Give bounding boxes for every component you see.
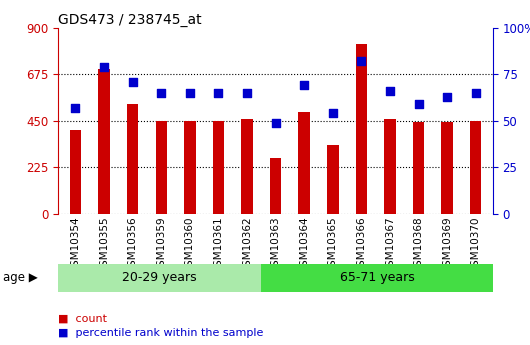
Text: GSM10360: GSM10360 <box>185 216 195 273</box>
Text: GSM10363: GSM10363 <box>271 216 280 273</box>
Text: GSM10367: GSM10367 <box>385 216 395 273</box>
Point <box>186 90 194 96</box>
Text: GSM10369: GSM10369 <box>442 216 452 273</box>
Bar <box>413 122 425 214</box>
Text: GSM10365: GSM10365 <box>328 216 338 273</box>
Point <box>357 58 366 64</box>
Point <box>214 90 223 96</box>
Bar <box>127 104 138 214</box>
Text: GSM10368: GSM10368 <box>413 216 423 273</box>
Text: GSM10366: GSM10366 <box>356 216 366 273</box>
Bar <box>356 44 367 214</box>
Bar <box>155 121 167 214</box>
Text: GSM10359: GSM10359 <box>156 216 166 273</box>
Bar <box>298 112 310 214</box>
Text: 65-71 years: 65-71 years <box>340 271 414 284</box>
Point <box>71 105 80 110</box>
Point <box>443 94 452 99</box>
Bar <box>70 130 81 214</box>
Bar <box>213 121 224 214</box>
Bar <box>99 69 110 214</box>
Text: GSM10362: GSM10362 <box>242 216 252 273</box>
Point <box>472 90 480 96</box>
Point <box>243 90 251 96</box>
Text: GDS473 / 238745_at: GDS473 / 238745_at <box>58 12 202 27</box>
Point <box>157 90 165 96</box>
Point <box>329 110 337 116</box>
Text: GSM10361: GSM10361 <box>214 216 224 273</box>
Bar <box>384 119 396 214</box>
Text: GSM10364: GSM10364 <box>299 216 309 273</box>
Bar <box>184 121 196 214</box>
Point <box>271 120 280 125</box>
Text: GSM10355: GSM10355 <box>99 216 109 273</box>
Text: 20-29 years: 20-29 years <box>122 271 197 284</box>
Bar <box>270 158 281 214</box>
Bar <box>58 264 261 292</box>
Text: ■  count: ■ count <box>58 314 107 324</box>
Point <box>386 88 394 94</box>
Bar <box>470 121 481 214</box>
Bar <box>441 122 453 214</box>
Text: GSM10356: GSM10356 <box>128 216 138 273</box>
Text: ■  percentile rank within the sample: ■ percentile rank within the sample <box>58 328 264 338</box>
Text: GSM10370: GSM10370 <box>471 216 481 273</box>
Point <box>128 79 137 85</box>
Bar <box>261 264 493 292</box>
Point <box>414 101 423 107</box>
Bar <box>241 119 253 214</box>
Point <box>300 82 308 88</box>
Point <box>100 64 108 69</box>
Text: GSM10354: GSM10354 <box>70 216 81 273</box>
Bar <box>327 145 339 214</box>
Text: age ▶: age ▶ <box>3 271 38 284</box>
